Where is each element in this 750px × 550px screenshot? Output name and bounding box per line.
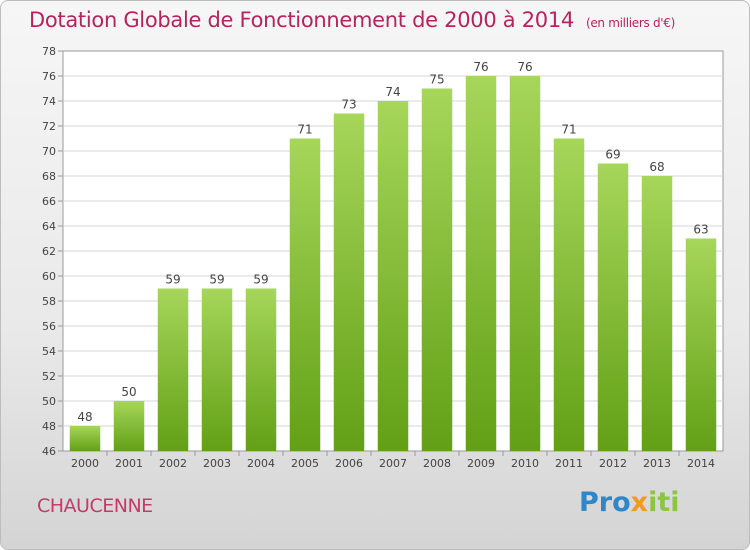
data-label: 73 bbox=[341, 98, 356, 112]
x-tick-label: 2000 bbox=[71, 457, 99, 470]
data-label: 76 bbox=[517, 60, 532, 74]
data-label: 74 bbox=[385, 85, 400, 99]
x-tick-label: 2007 bbox=[379, 457, 407, 470]
y-tick-label: 56 bbox=[42, 320, 56, 333]
bar-2010 bbox=[509, 76, 541, 451]
data-label: 75 bbox=[429, 73, 444, 87]
y-tick-label: 48 bbox=[42, 420, 56, 433]
bar-2001 bbox=[113, 401, 145, 451]
chart-title-text: Dotation Globale de Fonctionnement de 20… bbox=[29, 8, 574, 32]
y-tick-label: 70 bbox=[42, 145, 56, 158]
x-tick-label: 2014 bbox=[687, 457, 715, 470]
data-label: 59 bbox=[165, 273, 180, 287]
bar-2006 bbox=[333, 113, 365, 451]
bar-2013 bbox=[641, 176, 673, 451]
bar-2014 bbox=[685, 238, 717, 451]
bar-2004 bbox=[245, 288, 277, 451]
y-tick-label: 78 bbox=[42, 45, 56, 58]
y-tick-label: 46 bbox=[42, 445, 56, 458]
x-tick-label: 2001 bbox=[115, 457, 143, 470]
x-tick-label: 2004 bbox=[247, 457, 275, 470]
data-label: 48 bbox=[77, 410, 92, 424]
x-tick-label: 2011 bbox=[555, 457, 583, 470]
data-label: 76 bbox=[473, 60, 488, 74]
x-tick-label: 2008 bbox=[423, 457, 451, 470]
bar-2000 bbox=[69, 426, 101, 451]
proxiti-logo: Proxiti bbox=[579, 487, 680, 518]
data-label: 71 bbox=[297, 123, 312, 137]
x-tick-label: 2012 bbox=[599, 457, 627, 470]
data-label: 63 bbox=[693, 223, 708, 237]
y-tick-label: 60 bbox=[42, 270, 56, 283]
bar-2003 bbox=[201, 288, 233, 451]
x-tick-label: 2005 bbox=[291, 457, 319, 470]
bar-2007 bbox=[377, 101, 409, 451]
bar-2012 bbox=[597, 163, 629, 451]
y-tick-label: 72 bbox=[42, 120, 56, 133]
bar-2008 bbox=[421, 88, 453, 451]
y-tick-label: 64 bbox=[42, 220, 56, 233]
y-tick-label: 54 bbox=[42, 345, 56, 358]
y-tick-label: 76 bbox=[42, 70, 56, 83]
y-tick-label: 68 bbox=[42, 170, 56, 183]
y-tick-label: 62 bbox=[42, 245, 56, 258]
data-label: 68 bbox=[649, 160, 664, 174]
data-label: 59 bbox=[209, 273, 224, 287]
x-tick-label: 2010 bbox=[511, 457, 539, 470]
x-tick-label: 2006 bbox=[335, 457, 363, 470]
bar-2009 bbox=[465, 76, 497, 451]
y-tick-label: 74 bbox=[42, 95, 56, 108]
x-tick-label: 2013 bbox=[643, 457, 671, 470]
x-tick-label: 2009 bbox=[467, 457, 495, 470]
bar-2002 bbox=[157, 288, 189, 451]
x-tick-label: 2003 bbox=[203, 457, 231, 470]
data-label: 59 bbox=[253, 273, 268, 287]
bar-2011 bbox=[553, 138, 585, 451]
bar-2005 bbox=[289, 138, 321, 451]
chart-title: Dotation Globale de Fonctionnement de 20… bbox=[29, 8, 675, 32]
commune-name: CHAUCENNE bbox=[37, 495, 153, 517]
y-tick-label: 66 bbox=[42, 195, 56, 208]
chart-unit: (en milliers d'€) bbox=[585, 16, 675, 30]
data-label: 69 bbox=[605, 148, 620, 162]
y-tick-label: 50 bbox=[42, 395, 56, 408]
data-label: 71 bbox=[561, 123, 576, 137]
y-tick-label: 58 bbox=[42, 295, 56, 308]
y-tick-label: 52 bbox=[42, 370, 56, 383]
data-label: 50 bbox=[121, 385, 136, 399]
x-tick-label: 2002 bbox=[159, 457, 187, 470]
